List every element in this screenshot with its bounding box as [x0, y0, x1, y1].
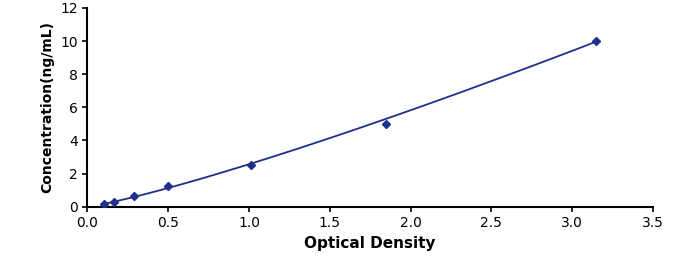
Y-axis label: Concentration(ng/mL): Concentration(ng/mL) [40, 21, 55, 193]
X-axis label: Optical Density: Optical Density [304, 236, 436, 251]
